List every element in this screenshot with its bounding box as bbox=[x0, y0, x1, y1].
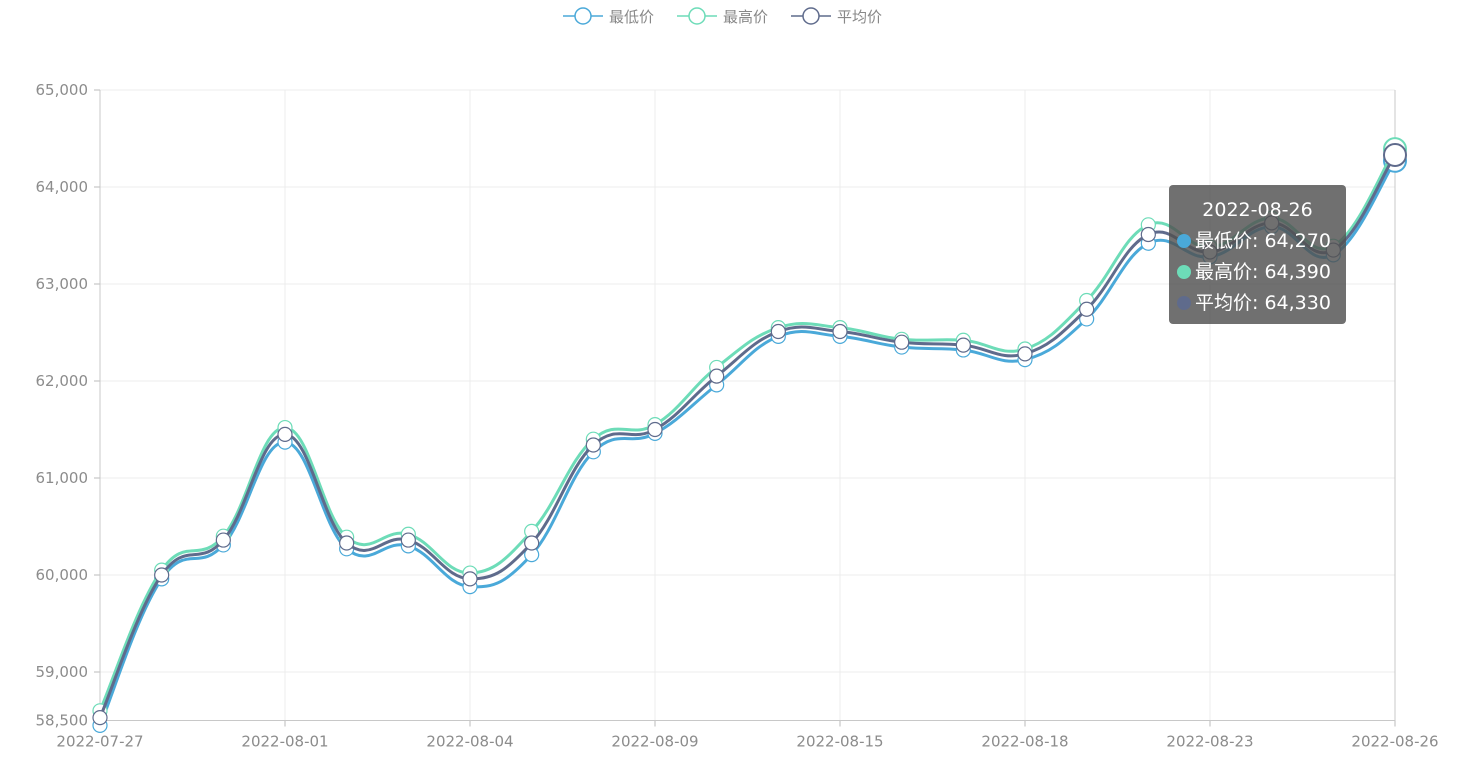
x-tick-label: 2022-08-01 bbox=[241, 733, 328, 751]
point-avg bbox=[770, 323, 786, 340]
legend-label: 最高价 bbox=[723, 8, 768, 26]
legend-symbol bbox=[802, 7, 820, 25]
point-avg bbox=[1140, 226, 1156, 243]
point-avg bbox=[585, 437, 601, 453]
x-tick-label: 2022-07-27 bbox=[56, 733, 143, 751]
legend-item-low: 最低价 bbox=[563, 7, 654, 26]
point-avg bbox=[1383, 142, 1407, 167]
y-tick-label: 65,000 bbox=[36, 81, 89, 99]
point-avg bbox=[955, 337, 971, 353]
tooltip-label-high: 最高价 bbox=[1195, 261, 1253, 283]
tooltip-row-high: 最高价: 64,390 bbox=[1177, 257, 1346, 288]
tooltip-dot-avg bbox=[1177, 296, 1191, 310]
axis-layer: 58,500 59,000 60,000 61,000 62,000 63,000 64,0… bbox=[36, 81, 1439, 751]
point-avg bbox=[339, 535, 355, 551]
point-avg bbox=[1079, 301, 1095, 317]
tooltip-dot-low bbox=[1177, 234, 1191, 248]
legend-item-avg: 平均价 bbox=[791, 7, 882, 26]
point-avg bbox=[647, 421, 663, 438]
y-tick-label: 62,000 bbox=[36, 372, 89, 390]
y-tick-label: 60,000 bbox=[36, 566, 89, 584]
point-avg bbox=[462, 571, 478, 587]
point-avg bbox=[277, 426, 293, 442]
legend: 最低价 最高价 平均价 bbox=[563, 7, 882, 26]
y-tick-label: 63,000 bbox=[36, 275, 89, 293]
tooltip-value-avg: 64,330 bbox=[1264, 292, 1331, 314]
x-tick-label: 2022-08-09 bbox=[611, 733, 698, 751]
x-tick-label: 2022-08-18 bbox=[981, 733, 1068, 751]
point-avg bbox=[215, 532, 231, 548]
point-avg bbox=[154, 567, 170, 583]
legend-label: 最低价 bbox=[609, 8, 654, 26]
y-tick-label: 59,000 bbox=[36, 663, 89, 681]
tooltip-value-low: 64,270 bbox=[1264, 230, 1331, 252]
legend-item-high: 最高价 bbox=[677, 7, 768, 26]
legend-label: 平均价 bbox=[837, 8, 882, 26]
tooltip-label-avg: 平均价 bbox=[1195, 292, 1253, 314]
tooltip-row-avg: 平均价: 64,330 bbox=[1177, 288, 1346, 319]
grid-layer bbox=[99, 89, 1396, 721]
y-tick-label: 64,000 bbox=[36, 178, 89, 196]
x-tick-label: 2022-08-26 bbox=[1351, 733, 1438, 751]
point-avg bbox=[832, 323, 848, 340]
tooltip-row-low: 最低价: 64,270 bbox=[1177, 226, 1346, 257]
point-avg bbox=[1017, 346, 1033, 362]
tooltip-dot-high bbox=[1177, 265, 1191, 279]
x-tick-label: 2022-08-23 bbox=[1166, 733, 1253, 751]
y-tick-label: 58,500 bbox=[36, 712, 89, 730]
point-avg bbox=[894, 334, 910, 350]
point-avg bbox=[524, 535, 540, 551]
legend-symbol bbox=[574, 7, 592, 25]
point-avg bbox=[709, 368, 725, 384]
y-tick-label: 61,000 bbox=[36, 469, 89, 487]
tooltip-value-high: 64,390 bbox=[1264, 261, 1331, 283]
tooltip-label-low: 最低价 bbox=[1195, 230, 1253, 252]
tooltip-title: 2022-08-26 bbox=[1202, 199, 1313, 221]
tooltip: 2022-08-26 最低价: 64,270 最高价: 64,390 平均价: … bbox=[1169, 185, 1346, 324]
x-tick-label: 2022-08-04 bbox=[426, 733, 513, 751]
legend-symbol bbox=[688, 7, 706, 25]
x-tick-label: 2022-08-15 bbox=[796, 733, 883, 751]
point-avg bbox=[92, 709, 108, 726]
point-avg bbox=[400, 532, 416, 548]
